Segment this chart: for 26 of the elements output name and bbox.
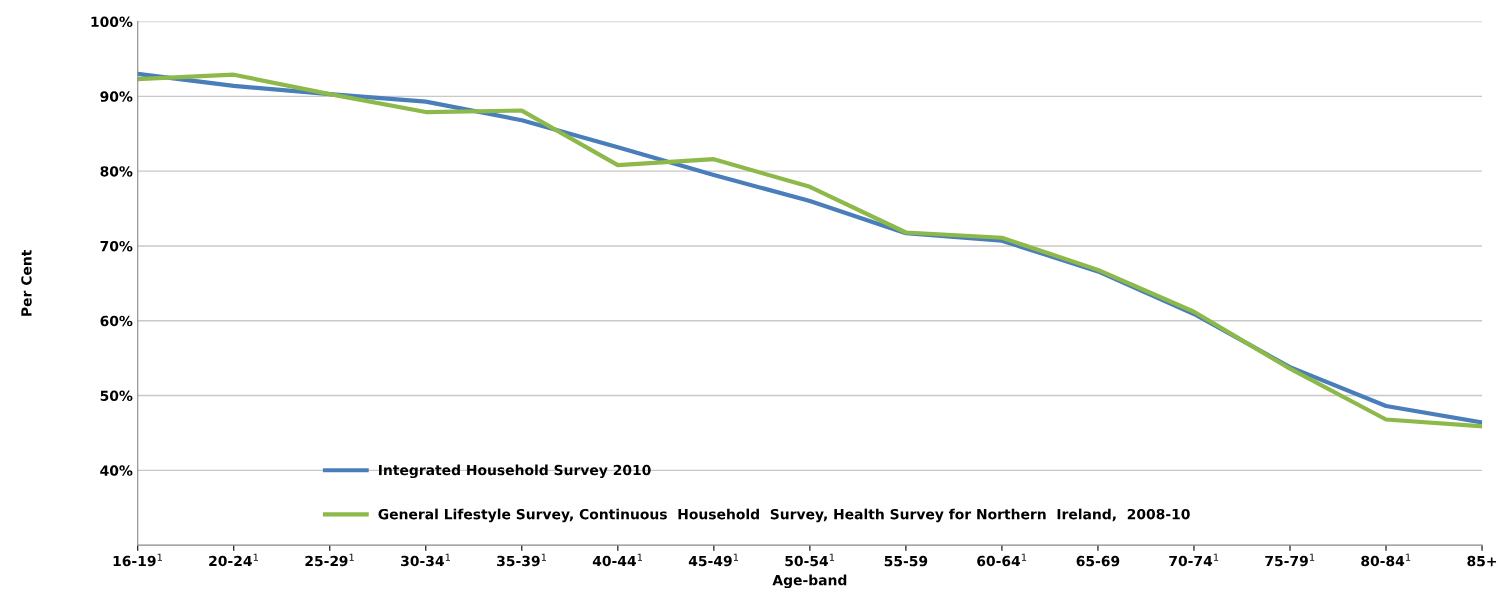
legend-label: Integrated Household Survey 2010 <box>379 464 651 479</box>
legend-label: General Lifestyle Survey, Continuous Household Survey, Health Survey for Northern Ireland, 2008-10 <box>378 508 1190 523</box>
y-tick-label: 80% <box>100 166 133 177</box>
x-tick-label: 70-74$^{1}$ <box>1169 553 1219 567</box>
x-tick-label: 45-49$^{1}$ <box>688 553 739 567</box>
x-tick-label: 60-64$^{1}$ <box>977 553 1027 567</box>
y-tick-label: 50% <box>100 390 133 402</box>
x-tick-label: 80-84$^{1}$ <box>1361 553 1411 567</box>
x-tick-label: 75-79$^{1}$ <box>1265 553 1315 567</box>
x-tick-label: 85+ <box>1467 555 1497 567</box>
x-tick-label: 50-54$^{1}$ <box>785 553 835 567</box>
y-tick-label: 70% <box>100 240 133 252</box>
x-tick-label: 55-59 <box>884 555 928 567</box>
y-tick-label: 100% <box>91 16 133 28</box>
y-axis-title: Per Cent <box>21 249 32 316</box>
x-tick-label: 20-24$^{1}$ <box>209 553 258 567</box>
y-tick-label: 90% <box>100 91 133 102</box>
y-tick-label: 40% <box>100 465 133 476</box>
x-tick-label: 16-19$^{1}$ <box>113 553 162 567</box>
x-tick-label: 40-44$^{1}$ <box>592 553 643 567</box>
x-tick-label: 65-69 <box>1076 555 1120 567</box>
x-tick-label: 30-34$^{1}$ <box>401 553 451 567</box>
y-tick-label: 60% <box>100 315 133 327</box>
x-axis-title: Age-band <box>772 574 847 589</box>
x-tick-label: 25-29$^{1}$ <box>305 553 354 567</box>
x-tick-label: 35-39$^{1}$ <box>497 553 547 567</box>
